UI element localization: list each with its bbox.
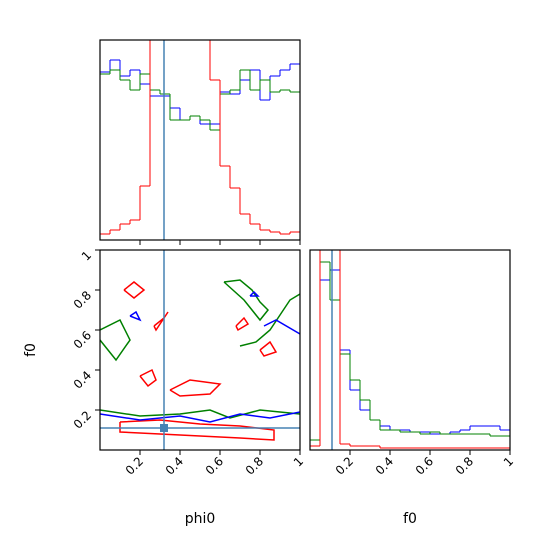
y-axis-label: f0	[23, 343, 39, 357]
x-tick-label: 0.6	[203, 454, 226, 477]
y-tick-label: 0.6	[71, 328, 94, 351]
contour	[129, 310, 142, 322]
y-tick-label: 0.8	[71, 288, 94, 311]
y-tick-label: 1	[79, 248, 94, 263]
x-tick-label: 1	[501, 454, 516, 469]
contour	[123, 281, 146, 299]
y-tick-label: 0.4	[71, 368, 94, 391]
y-tick-label: 0.2	[71, 408, 94, 431]
plot-area	[310, 250, 510, 450]
contour	[139, 368, 157, 388]
x-tick-label: 0.6	[413, 454, 436, 477]
x-axis-label: f0	[403, 511, 417, 527]
contour	[100, 318, 131, 362]
contour	[259, 340, 278, 357]
truth-marker	[160, 424, 168, 432]
contour	[119, 419, 275, 441]
x-axis-label: phi0	[185, 511, 216, 527]
x-tick-label: 0.8	[453, 454, 476, 477]
plot-area	[100, 40, 300, 240]
contour	[263, 319, 300, 335]
contour	[249, 290, 260, 297]
x-tick-label: 0.8	[243, 454, 266, 477]
plot-area	[100, 250, 300, 450]
contour	[100, 409, 300, 419]
x-tick-label: 1	[291, 454, 306, 469]
x-tick-label: 0.4	[373, 454, 396, 477]
contour	[239, 293, 300, 347]
contour	[223, 279, 270, 322]
contour	[153, 311, 169, 332]
contour	[169, 379, 222, 397]
contour	[100, 411, 300, 423]
axes-frame	[99, 249, 301, 451]
axes-frame	[99, 39, 301, 241]
x-tick-label: 0.2	[123, 454, 146, 477]
contour	[235, 316, 250, 332]
x-tick-label: 0.4	[163, 454, 186, 477]
axes-frame	[309, 249, 511, 451]
x-tick-label: 0.2	[333, 454, 356, 477]
